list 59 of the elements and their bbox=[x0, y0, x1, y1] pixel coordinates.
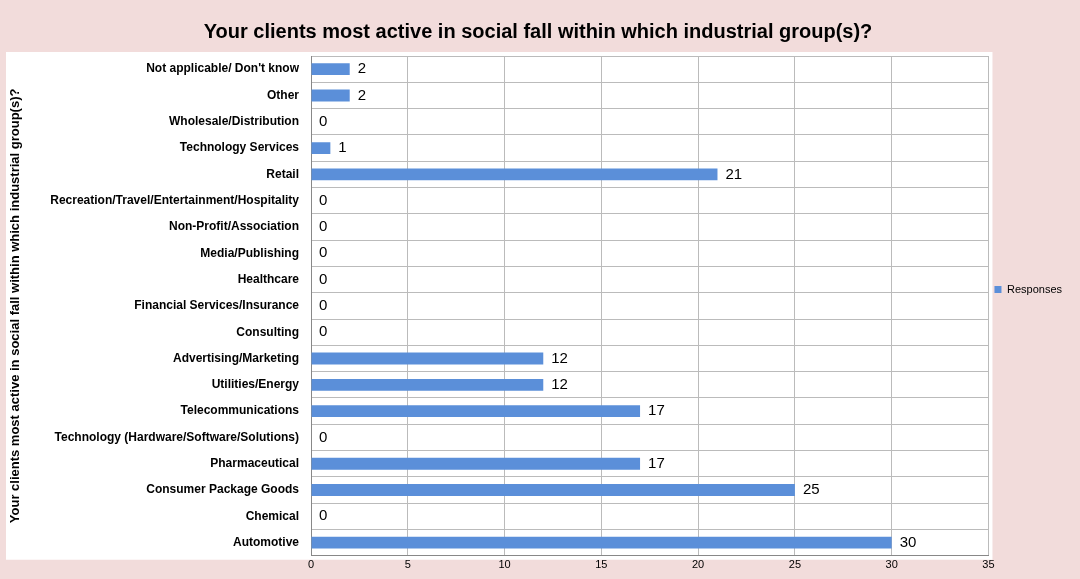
data-label: 12 bbox=[551, 348, 568, 366]
data-label: 0 bbox=[319, 111, 328, 129]
bar bbox=[311, 89, 350, 102]
data-label: 21 bbox=[725, 164, 743, 182]
data-label: 17 bbox=[648, 401, 665, 419]
y-axis-title: Your clients most active in social fall within which industrial group(s)? bbox=[7, 88, 23, 524]
y-tick-label: Advertising/Marketing bbox=[172, 350, 299, 365]
data-label: 0 bbox=[319, 190, 328, 208]
y-tick-label: Consulting bbox=[236, 324, 299, 339]
y-tick-label: Telecommunications bbox=[180, 403, 300, 418]
bar bbox=[311, 168, 718, 181]
y-tick-label: Wholesale/Distribution bbox=[168, 114, 299, 129]
legend-label: Responses bbox=[1006, 282, 1063, 295]
x-tick-label: 0 bbox=[307, 558, 315, 571]
data-label: 0 bbox=[319, 322, 328, 340]
data-label: 0 bbox=[319, 296, 328, 314]
y-tick-label: Not applicable/ Don't know bbox=[146, 61, 300, 76]
chart-title: Your clients most active in social fall within which industrial group(s)? bbox=[203, 19, 873, 42]
y-tick-label: Consumer Package Goods bbox=[146, 482, 300, 497]
data-label: 2 bbox=[357, 59, 367, 77]
bar bbox=[311, 63, 350, 76]
y-tick-label: Media/Publishing bbox=[200, 245, 299, 260]
y-tick-label: Financial Services/Insurance bbox=[134, 298, 300, 313]
y-tick-label: Utilities/Energy bbox=[211, 377, 300, 392]
data-label: 25 bbox=[802, 480, 820, 498]
data-label: 17 bbox=[648, 453, 665, 471]
y-tick-label: Other bbox=[266, 87, 300, 102]
data-label: 0 bbox=[319, 217, 328, 235]
data-label: 12 bbox=[551, 374, 568, 392]
data-label: 0 bbox=[319, 243, 328, 261]
data-label: 30 bbox=[899, 532, 917, 550]
bar bbox=[311, 142, 331, 154]
y-tick-label: Pharmaceutical bbox=[210, 456, 299, 471]
y-tick-label: Automotive bbox=[233, 534, 300, 549]
y-tick-label: Healthcare bbox=[237, 271, 300, 286]
data-label: 0 bbox=[319, 427, 328, 445]
y-tick-label: Technology (Hardware/Software/Solutions) bbox=[54, 429, 299, 444]
x-tick-label: 15 bbox=[595, 558, 608, 571]
bar bbox=[311, 457, 641, 470]
bar bbox=[311, 536, 892, 549]
x-tick-label: 35 bbox=[982, 558, 995, 571]
y-tick-label: Technology Services bbox=[179, 140, 300, 155]
data-label: 2 bbox=[357, 85, 367, 103]
bar bbox=[311, 378, 544, 391]
x-tick-label: 30 bbox=[885, 558, 898, 571]
data-label: 0 bbox=[319, 269, 328, 287]
data-label: 1 bbox=[338, 138, 347, 156]
y-tick-label: Non-Profit/Association bbox=[168, 219, 299, 234]
bar bbox=[311, 352, 544, 365]
y-tick-label: Retail bbox=[266, 166, 299, 181]
data-label: 0 bbox=[319, 506, 328, 524]
x-tick-label: 20 bbox=[692, 558, 705, 571]
y-tick-label: Chemical bbox=[245, 508, 299, 523]
y-tick-label: Recreation/Travel/Entertainment/Hospitality bbox=[50, 192, 300, 207]
bar bbox=[311, 484, 795, 496]
x-tick-label: 10 bbox=[498, 558, 511, 571]
bar bbox=[311, 405, 641, 418]
x-tick-label: 5 bbox=[404, 558, 411, 571]
x-tick-label: 25 bbox=[788, 558, 802, 571]
